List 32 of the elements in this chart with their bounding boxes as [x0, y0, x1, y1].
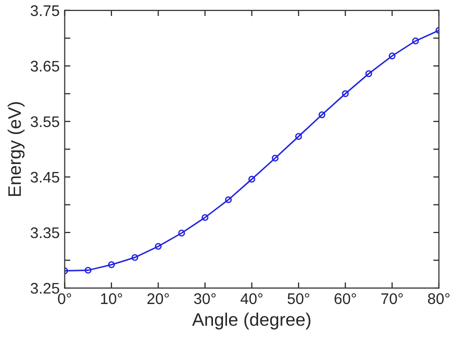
point — [202, 214, 208, 221]
point — [318, 111, 326, 118]
point — [272, 154, 279, 162]
point — [131, 254, 138, 261]
y-tick-label: 3.65 — [30, 60, 60, 72]
point — [248, 176, 256, 183]
x-tick-label: 40° — [240, 293, 262, 304]
x-tick-label: 80° — [428, 293, 450, 304]
point — [295, 133, 302, 140]
x-tick-label: 60° — [334, 293, 356, 304]
x-tick-label: 30° — [194, 293, 216, 304]
point — [154, 242, 162, 250]
point — [84, 266, 92, 274]
x-tick-label: 50° — [288, 293, 310, 304]
y-tick-label: 3.45 — [30, 172, 60, 183]
x-tick-label: 70° — [381, 293, 403, 304]
point — [365, 70, 372, 78]
x-tick-label: 10° — [101, 293, 122, 304]
point — [388, 52, 396, 60]
y-tick-label: 3.35 — [30, 227, 60, 238]
y-axis-title: Energy (eV) — [8, 102, 25, 196]
x-axis-title: Angle (degree) — [192, 312, 310, 330]
y-tick-label: 3.55 — [30, 116, 60, 128]
y-tick-label: 3.75 — [30, 5, 60, 16]
x-tick-label: 0° — [58, 293, 72, 304]
point — [342, 90, 349, 98]
y-tick-label: 3.25 — [30, 282, 60, 294]
point — [412, 38, 419, 44]
x-tick-label: 20° — [147, 293, 169, 304]
point — [225, 196, 232, 204]
point — [108, 261, 115, 268]
point — [178, 230, 186, 236]
